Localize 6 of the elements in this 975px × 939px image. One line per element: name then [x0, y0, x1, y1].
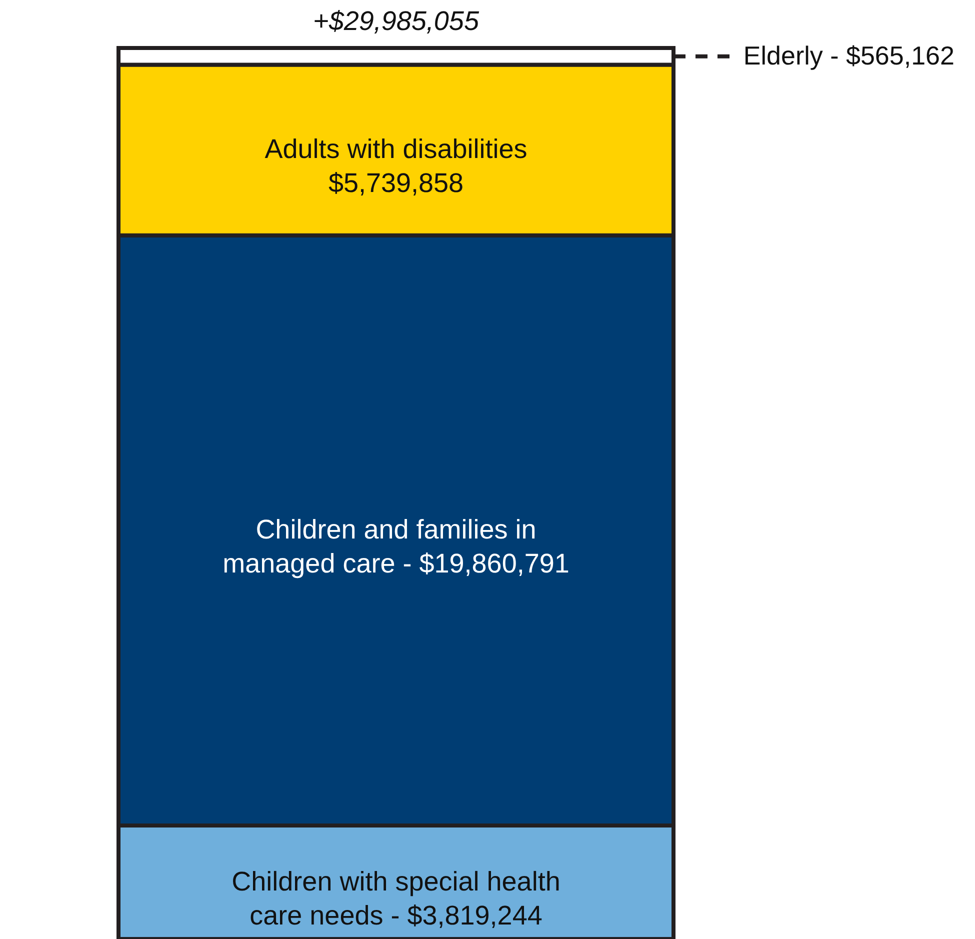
data-label: $5,739,858 — [328, 168, 464, 198]
text: Elderly - $565,162 — [743, 40, 954, 70]
total-label: +$29,985,055 — [313, 6, 480, 36]
text: Children with special health care needs - $3,819,244 — [232, 866, 560, 930]
text: Children and families in managed care - $19,860,791 — [222, 514, 570, 578]
series-label: Adults with disabilities — [264, 134, 528, 164]
